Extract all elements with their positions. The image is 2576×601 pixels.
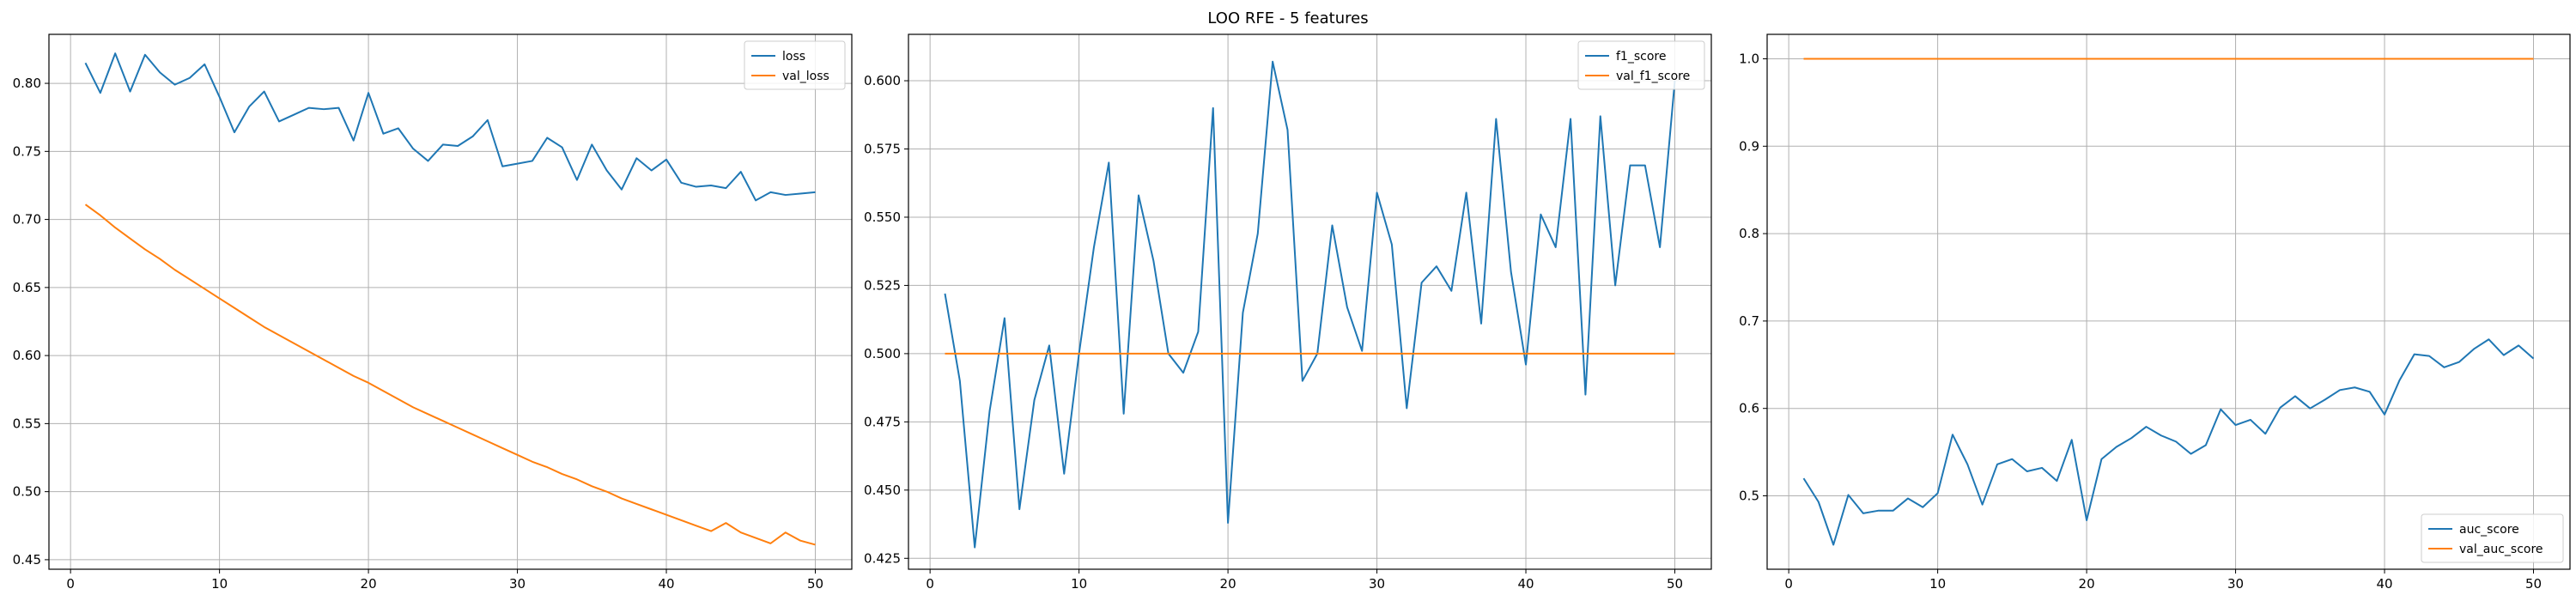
x-tick-label: 50 [1667, 576, 1683, 592]
x-tick-label: 30 [1369, 576, 1385, 592]
series-line-loss [84, 52, 816, 202]
x-tick-label: 40 [658, 576, 674, 592]
legend-label-val_f1_score: val_f1_score [1616, 70, 1690, 83]
y-tick-label: 1.0 [1739, 52, 1759, 67]
y-tick-label: 0.575 [864, 142, 901, 157]
series-line-auc_score [1802, 338, 2535, 546]
y-tick-label: 0.8 [1739, 226, 1759, 241]
legend-label-val_auc_score: val_auc_score [2459, 543, 2543, 556]
y-tick-label: 0.70 [13, 212, 41, 228]
x-tick-label: 0 [1784, 576, 1793, 592]
series-line-val_loss [84, 203, 816, 546]
y-tick-label: 0.6 [1739, 401, 1759, 416]
legend-label-val_loss: val_loss [782, 70, 829, 83]
y-tick-label: 0.600 [864, 73, 901, 88]
panel-loss: 0 10 20 30 40 50 0.45 0.50 0.55 0.60 0.65 0.70 0.75 0… [13, 33, 853, 592]
axes-frame [908, 33, 1712, 570]
series-line-f1_score [944, 60, 1676, 549]
x-tick-label: 20 [2079, 576, 2095, 592]
x-tick-label: 50 [807, 576, 823, 592]
panel-auc-score: 0 10 20 30 40 50 0.5 0.6 0.7 0.8 0.9 1.0 auc_scoreva… [1739, 33, 2571, 592]
y-tick-label: 0.500 [864, 346, 901, 361]
legend-label-auc_score: auc_score [2459, 523, 2519, 537]
axes-frame [48, 33, 853, 570]
x-tick-label: 40 [2376, 576, 2392, 592]
x-tick-label: 20 [361, 576, 377, 592]
x-tick-label: 30 [2227, 576, 2244, 592]
y-tick-label: 0.550 [864, 209, 901, 225]
y-tick-label: 0.450 [864, 483, 901, 498]
y-tick-label: 0.9 [1739, 138, 1759, 154]
y-tick-label: 0.55 [13, 416, 41, 431]
y-tick-label: 0.5 [1739, 488, 1759, 503]
legend-box [2421, 513, 2564, 563]
y-tick-label: 0.50 [13, 484, 41, 500]
panel-f1-score: 0 10 20 30 40 50 0.425 0.450 0.475 0.500 0.525 0.55… [864, 33, 1712, 592]
y-tick-label: 0.525 [864, 277, 901, 293]
axes-frame [1766, 33, 2571, 570]
legend-box [1577, 40, 1705, 90]
x-tick-label: 50 [2525, 576, 2542, 592]
x-tick-label: 10 [1071, 576, 1087, 592]
figure-title: LOO RFE - 5 features [1207, 9, 1368, 27]
x-tick-label: 20 [1220, 576, 1236, 592]
y-tick-label: 0.65 [13, 280, 41, 295]
x-tick-label: 0 [926, 576, 934, 592]
legend-box [744, 40, 846, 90]
y-tick-label: 0.80 [13, 76, 41, 91]
y-tick-label: 0.475 [864, 414, 901, 429]
x-tick-label: 10 [1929, 576, 1946, 592]
y-tick-label: 0.425 [864, 550, 901, 566]
y-tick-label: 0.75 [13, 143, 41, 159]
x-tick-label: 0 [66, 576, 75, 592]
legend-label-loss: loss [782, 50, 805, 64]
legend-label-f1_score: f1_score [1616, 50, 1666, 64]
y-tick-label: 0.45 [13, 552, 41, 568]
x-tick-label: 40 [1517, 576, 1534, 592]
x-tick-label: 30 [509, 576, 526, 592]
y-tick-label: 0.7 [1739, 313, 1759, 329]
y-tick-label: 0.60 [13, 348, 41, 363]
x-tick-label: 10 [211, 576, 228, 592]
